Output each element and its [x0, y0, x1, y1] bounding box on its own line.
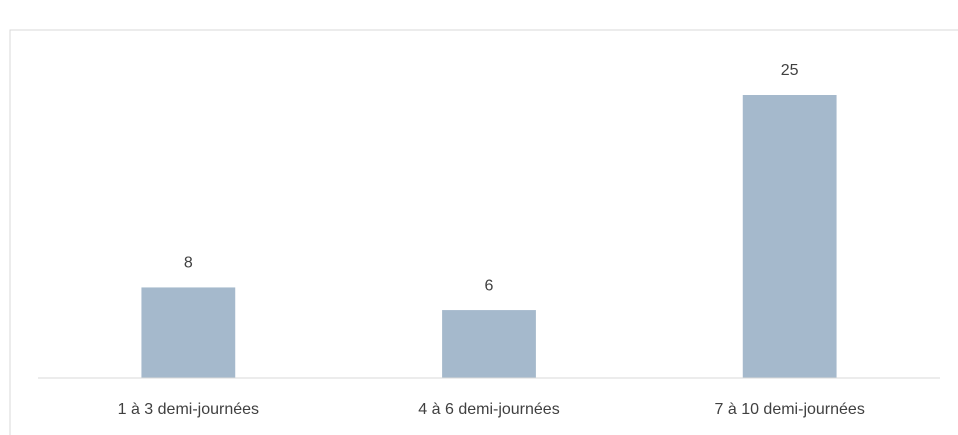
data-label: 25 — [781, 62, 799, 79]
data-label: 8 — [184, 255, 193, 272]
x-tick-label: 1 à 3 demi-journées — [118, 401, 259, 418]
x-tick-label: 7 à 10 demi-journées — [715, 401, 865, 418]
bar — [141, 287, 236, 378]
bar — [742, 95, 837, 378]
bar — [442, 310, 536, 378]
chart-frame — [9, 29, 958, 435]
data-label: 6 — [485, 277, 494, 294]
x-tick-label: 4 à 6 demi-journées — [418, 401, 559, 418]
